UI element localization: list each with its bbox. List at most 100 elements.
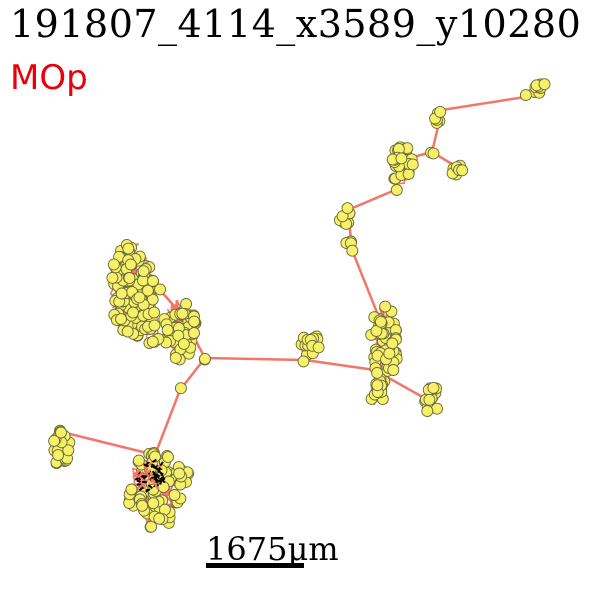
neurite-node [122, 242, 135, 255]
soma-fiber [151, 470, 157, 476]
soma-fiber [160, 477, 166, 484]
neurite-node [312, 341, 325, 354]
neurite-node [107, 258, 120, 271]
neurite-node [177, 337, 190, 350]
neurite-node [115, 313, 127, 326]
scale-bar-label: 1675μm [206, 530, 339, 568]
soma-fiber [149, 461, 154, 465]
soma-fiber [139, 481, 145, 487]
soma-fiber [153, 473, 159, 479]
soma-fiber [159, 475, 165, 481]
neurite-node [434, 105, 447, 118]
neurite-edge [60, 430, 157, 457]
soma-fiber [147, 470, 153, 476]
neurite-node [168, 489, 181, 501]
soma-fiber [154, 484, 160, 491]
neurite-node [153, 512, 166, 525]
soma-fiber [153, 465, 160, 472]
neurite-node [406, 158, 419, 171]
soma-fiber [160, 472, 164, 477]
neuron-id-title: 191807_4114_x3589_y10280 [10, 2, 582, 46]
neurite-edge [153, 388, 182, 457]
soma-fiber [147, 481, 151, 484]
neurite-node [423, 393, 436, 406]
neurite-node [341, 202, 354, 215]
soma-fiber [152, 475, 157, 482]
neurite-edge [350, 248, 382, 322]
soma-fiber [137, 476, 142, 481]
soma-fiber [137, 472, 143, 479]
neurite-node [374, 315, 387, 328]
neurite-edge [303, 358, 377, 372]
neurite-node [379, 300, 392, 313]
neurite-node [173, 467, 186, 480]
neurite-node [148, 306, 161, 319]
neurite-node [387, 364, 400, 376]
neurite-node [427, 381, 440, 394]
soma-fiber [136, 479, 142, 484]
neurite-node [125, 483, 138, 496]
neurite-node [62, 444, 75, 457]
neurite-node [137, 265, 150, 278]
soma-fiber [152, 485, 156, 488]
neurite-node [133, 291, 146, 304]
neurite-node [55, 426, 67, 439]
neurite-node [390, 184, 403, 196]
neurite-node [188, 315, 201, 328]
neurite-edge [440, 95, 527, 112]
neurite-node [146, 335, 159, 348]
neurite-node [162, 451, 174, 464]
neurite-node [169, 351, 182, 364]
neurite-node [48, 434, 61, 447]
neurite-edge [346, 188, 397, 212]
neurite-node [395, 152, 408, 165]
scale-bar [206, 563, 304, 568]
neurite-node [456, 164, 469, 177]
neurite-edge [203, 356, 307, 362]
neurite-node [106, 271, 119, 284]
neurite-node [427, 147, 440, 160]
soma-fiber [150, 479, 156, 483]
brain-region-label: MOp [10, 58, 88, 98]
soma-fiber [159, 479, 163, 485]
neurite-node [519, 89, 532, 102]
neurite-node [148, 319, 161, 332]
neurite-node [174, 382, 187, 395]
neurite-node [199, 352, 211, 365]
neurite-node [147, 275, 159, 287]
neurite-node [383, 347, 396, 360]
neurite-node [154, 283, 167, 296]
neurite-node [141, 284, 154, 297]
neurite-node [421, 405, 434, 418]
soma-fiber [143, 463, 148, 467]
neurite-node [115, 287, 128, 300]
soma-fiber [147, 484, 153, 490]
neurite-node [346, 244, 359, 257]
soma-fiber [143, 486, 147, 490]
neurite-node [371, 366, 384, 379]
neurite-node [123, 272, 136, 285]
soma-fiber [138, 486, 145, 492]
neurite-node [188, 327, 200, 340]
neurite-node [172, 329, 185, 342]
neurite-node [124, 258, 137, 271]
neurite-node [176, 307, 189, 320]
soma-fiber [159, 465, 162, 469]
neurite-node [147, 497, 160, 510]
neurite-node [431, 402, 443, 415]
neurite-node [161, 324, 174, 337]
neurite-node [127, 306, 139, 319]
neurite-node [386, 337, 399, 350]
soma-fiber [157, 474, 161, 479]
neurite-node [149, 450, 161, 463]
soma-fiber [145, 472, 150, 478]
neuron-nodes [48, 78, 551, 533]
soma-fiber [133, 468, 141, 475]
neurite-node [136, 499, 149, 512]
soma-fiber [154, 482, 158, 486]
neurite-node [132, 454, 145, 467]
neurite-node [297, 355, 310, 368]
neurite-node [538, 78, 551, 91]
soma-cluster [133, 458, 166, 493]
